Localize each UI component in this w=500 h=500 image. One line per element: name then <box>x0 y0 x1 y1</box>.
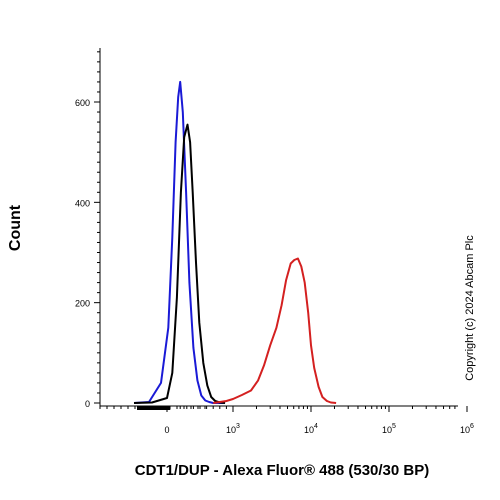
x-tick-exponent: 6 <box>470 423 474 430</box>
x-axis-label: CDT1/DUP - Alexa Fluor® 488 (530/30 BP) <box>134 462 430 479</box>
x-tick-label: 106 <box>460 423 474 435</box>
x-tick-exponent: 3 <box>236 423 240 430</box>
x-tick-exponent: 5 <box>392 423 396 430</box>
series-line-2 <box>133 123 226 404</box>
y-axis-label: Count <box>7 204 24 252</box>
series-line-3 <box>213 257 337 404</box>
series-line-1 <box>133 80 224 404</box>
copyright-notice: Copyright (c) 2024 Abcam Plc <box>464 235 476 381</box>
y-tick-label: 600 <box>75 98 90 108</box>
x-tick-label: 105 <box>382 423 396 435</box>
x-tick-label: 103 <box>226 423 240 435</box>
x-tick-label: 104 <box>304 423 318 435</box>
y-tick-label: 400 <box>75 198 90 208</box>
y-axis-label-box: Count <box>0 196 32 260</box>
x-zero-tick-cluster <box>137 406 171 410</box>
y-tick-label: 0 <box>85 399 90 409</box>
x-tick-exponent: 4 <box>314 423 318 430</box>
x-tick-label: 0 <box>164 425 169 435</box>
copyright-box: Copyright (c) 2024 Abcam Plc <box>458 208 482 408</box>
y-tick-label: 200 <box>75 299 90 309</box>
